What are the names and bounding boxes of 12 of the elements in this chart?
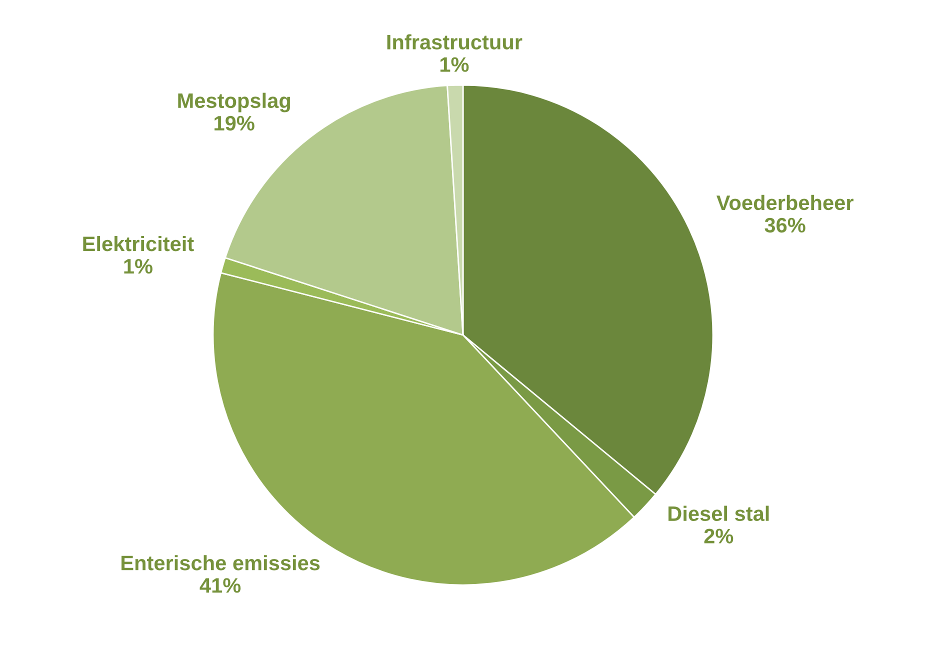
slice-label: Infrastructuur <box>387 34 522 50</box>
slice-label: Diesel stal <box>668 506 769 522</box>
data-label: 1% <box>124 258 152 274</box>
data-label: 1% <box>440 57 469 72</box>
slice-label: Mestopslag <box>178 92 290 112</box>
data-label: 19% <box>214 116 254 131</box>
slice-label: Voederbeheer <box>716 194 854 210</box>
slice-label: Elektriciteit <box>83 236 194 252</box>
data-label: 41% <box>200 578 241 593</box>
data-label: 2% <box>704 528 734 544</box>
slice-label: Enterische emissies <box>122 555 320 570</box>
data-label: 36% <box>764 218 806 233</box>
